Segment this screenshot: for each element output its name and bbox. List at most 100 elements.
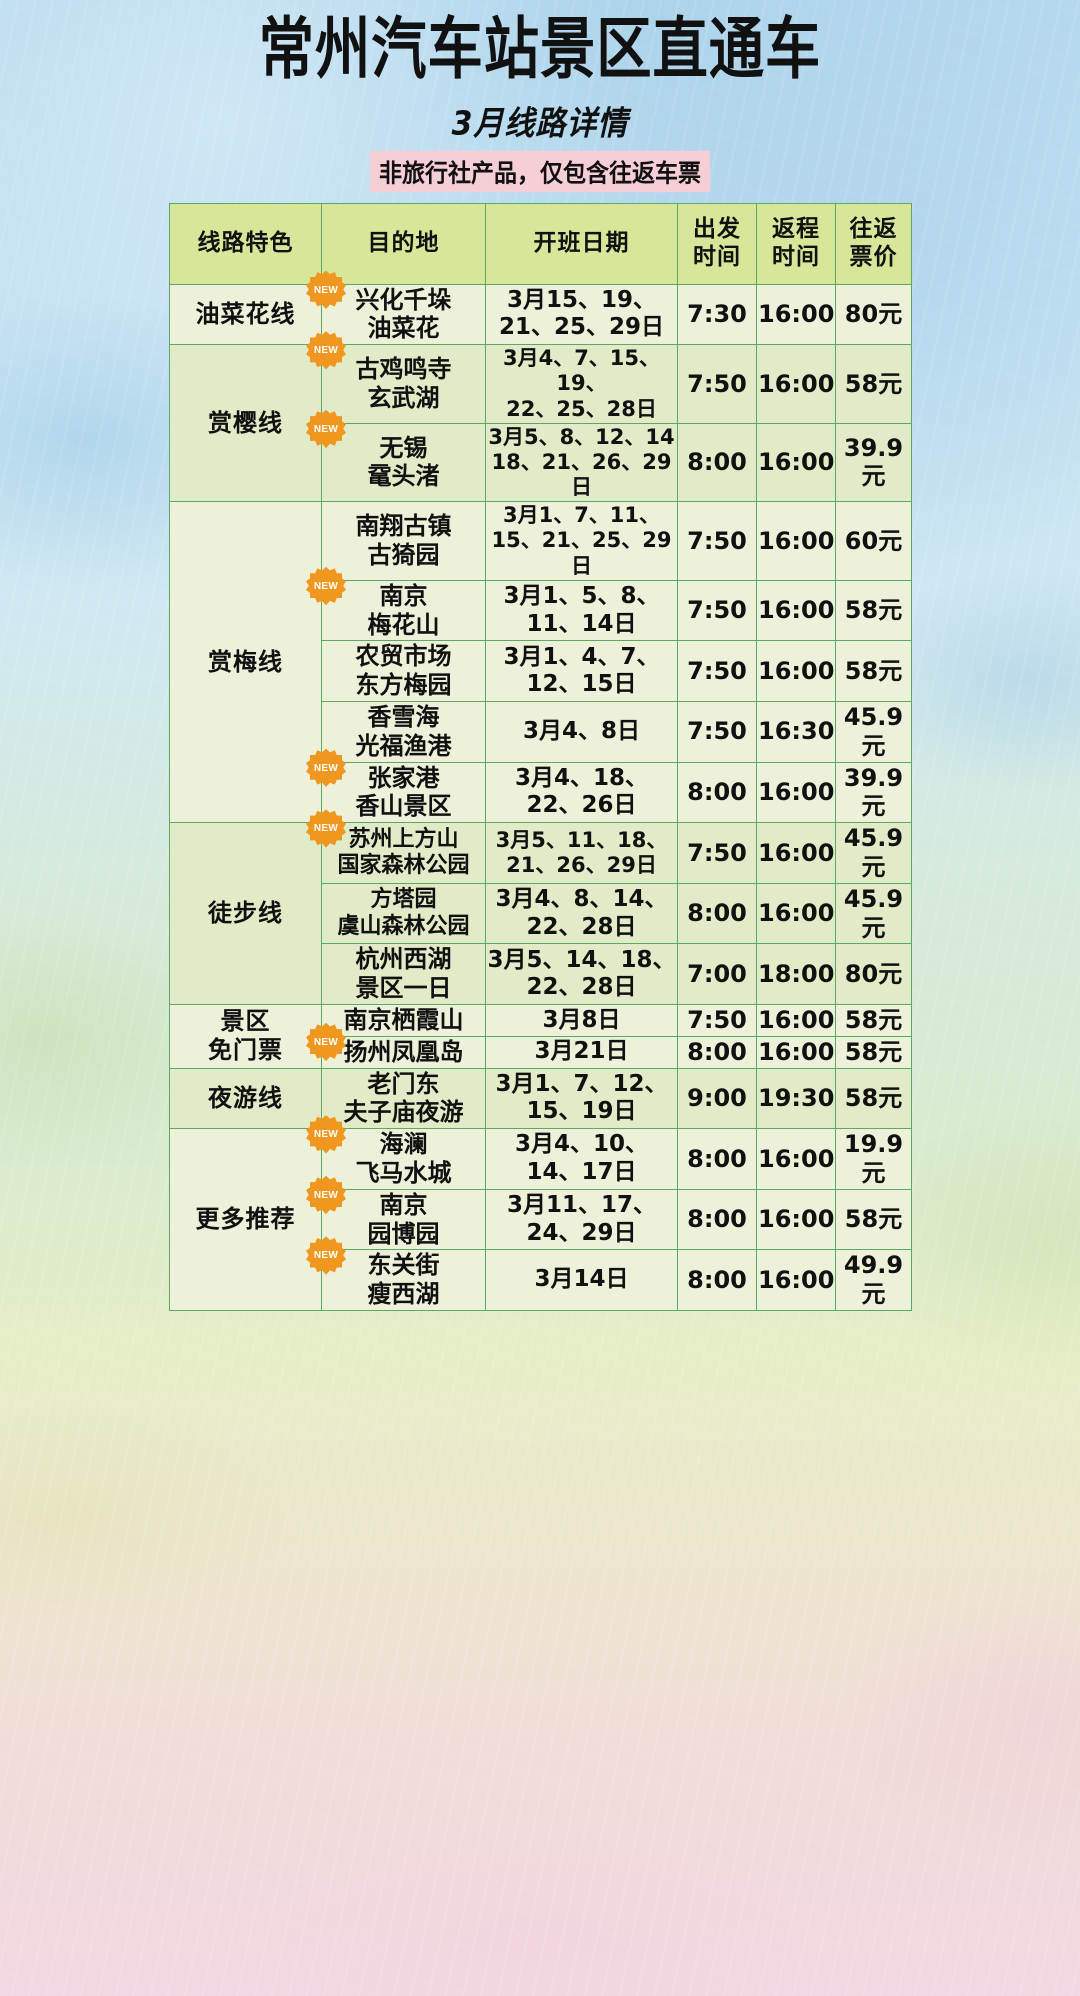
departure-dates-line2: 12、15日	[526, 671, 637, 698]
table-row[interactable]: NEW 东关街 瘦西湖 3月14日 8:00 16:00 49.9元	[170, 1236, 912, 1311]
destination-line1: 张家港	[367, 763, 440, 792]
departure-time-cell: 8:00	[677, 422, 757, 503]
departure-dates-line1: 3月4、7、15、19、	[502, 346, 661, 396]
return-time-cell-value: 16:30	[758, 717, 835, 746]
return-time-cell-value: 16:00	[758, 1144, 835, 1173]
departure-dates-cell: 3月11、17、 24、29日	[485, 1188, 678, 1251]
destination-line2: 景区一日	[355, 974, 452, 1003]
departure-dates-line1: 3月5、11、18、	[495, 827, 668, 852]
return-time-cell: 16:00	[756, 1249, 836, 1311]
departure-dates-line1: 3月1、4、7、	[503, 643, 660, 670]
table-row[interactable]: NEW 南京 园博园 3月11、17、 24、29日 8:00 16:00 58元	[170, 1175, 912, 1251]
destination-cell: NEW 无锡 鼋头渚	[306, 409, 486, 503]
round-trip-price-cell: 80元	[835, 943, 912, 1005]
departure-dates-cell: 3月15、19、 21、25、29日	[485, 283, 678, 346]
return-time-cell: 16:00	[756, 344, 836, 424]
table-body: 油菜花线 NEW 兴化千垛 油菜花 3月15、19、 21、25、29日 7:30 16:00…	[169, 270, 912, 1311]
round-trip-price-cell-value: 80元	[844, 299, 903, 328]
table-row[interactable]: 更多推荐 NEW 海澜 飞马水城 3月4、10、 14、17日 8:00 16:00 19.9元	[169, 1115, 912, 1311]
column-header-label: 开班日期	[533, 229, 630, 256]
return-time-cell-value: 16:00	[758, 1265, 835, 1294]
departure-dates-line1: 3月14日	[534, 1266, 629, 1293]
departure-time-cell: 7:50	[677, 701, 757, 763]
return-time-cell-value: 18:00	[758, 959, 835, 988]
return-time-cell-value: 16:00	[758, 899, 835, 928]
column-header-label-line2: 时间	[693, 243, 741, 270]
round-trip-price-cell: 45.9元	[835, 822, 912, 884]
round-trip-price-cell: 39.9元	[835, 422, 912, 503]
return-time-cell-value: 16:00	[758, 1037, 835, 1066]
destination-line1: 古鸡鸣寺	[355, 355, 452, 384]
departure-dates-cell: 3月1、5、8、 11、14日	[485, 579, 678, 642]
departure-time-cell-value: 8:00	[687, 1144, 747, 1173]
table-row[interactable]: 赏樱线 NEW 古鸡鸣寺 玄武湖 3月4、7、15、19、 22、25、28日 7:50 16…	[169, 331, 912, 503]
round-trip-price-cell: 45.9元	[835, 882, 912, 945]
column-header-label-line2: 票价	[849, 243, 898, 270]
destination-line1: 东关街	[367, 1251, 440, 1280]
departure-dates-cell: 3月4、8日	[485, 701, 678, 763]
table-row[interactable]: NEW 南京 梅花山 3月1、5、8、 11、14日 7:50 16:00 58元	[170, 566, 912, 642]
departure-dates-line1: 3月8日	[542, 1006, 621, 1033]
return-time-cell: 16:00	[756, 882, 836, 945]
departure-dates-cell: 3月1、7、11、 15、21、25、29日	[485, 501, 678, 581]
table-row[interactable]: NEW 无锡 鼋头渚 3月5、8、12、14 18、21、26、29日 8:00 16:00…	[170, 409, 912, 503]
destination-line2: 鼋头渚	[367, 462, 440, 491]
return-time-cell-value: 16:00	[758, 448, 835, 477]
column-header-label-line1: 往返	[849, 216, 898, 243]
departure-time-cell: 7:50	[677, 640, 757, 703]
departure-dates-cell: 3月4、18、 22、26日	[485, 761, 678, 824]
table-row[interactable]: 徒步线 NEW 苏州上方山 国家森林公园 3月5、11、18、 21、26、29日 7:50…	[169, 809, 912, 1005]
departure-time-cell-value: 7:00	[687, 959, 747, 988]
destination-cell: NEW 古鸡鸣寺 玄武湖	[306, 331, 486, 424]
destination-cell: NEW 扬州凤凰岛	[306, 1022, 486, 1069]
round-trip-price-cell: 58元	[835, 1067, 912, 1130]
disclaimer-text: 非旅行社产品，仅包含往返车票	[370, 150, 710, 192]
return-time-cell-value: 16:00	[758, 778, 835, 806]
destination-line1: 兴化千垛	[355, 285, 452, 314]
return-time-cell-value: 16:00	[758, 838, 835, 867]
destination-line2: 虞山森林公园	[337, 913, 470, 939]
table-row[interactable]: NEW 张家港 香山景区 3月4、18、 22、26日 8:00 16:00 39.9元	[170, 748, 912, 824]
table-row[interactable]: 油菜花线 NEW 兴化千垛 油菜花 3月15、19、 21、25、29日 7:30 16:00…	[169, 270, 912, 346]
departure-time-cell-value: 8:00	[687, 448, 747, 477]
destination-line1: 海澜	[379, 1130, 428, 1159]
round-trip-price-cell: 58元	[835, 1035, 912, 1069]
page-title: 常州汽车站景区直通车	[258, 10, 822, 89]
destination-line1: 南翔古镇	[355, 512, 452, 541]
destination-line2: 光福渔港	[355, 731, 452, 760]
departure-time-cell: 7:00	[677, 943, 757, 1005]
table-row[interactable]: 方塔园 虞山森林公园 3月4、8、14、 22、28日 8:00 16:00 45.9元	[170, 882, 912, 945]
round-trip-price-cell: 19.9元	[835, 1128, 912, 1190]
table-row[interactable]: NEW 扬州凤凰岛 3月21日 8:00 16:00 58元	[170, 1022, 912, 1069]
round-trip-price-cell-value: 58元	[844, 1205, 903, 1234]
departure-dates-line2: 11、14日	[526, 610, 637, 637]
table-row[interactable]: 夜游线 老门东 夫子庙夜游 3月1、7、12、 15、19日 9:00 19:30 58元	[169, 1067, 912, 1130]
route-feature-cell: 徒步线	[169, 822, 322, 1005]
destination-line1: 农贸市场	[355, 642, 452, 671]
route-feature-cell: 景区 免门票	[169, 1003, 322, 1069]
departure-dates-line2: 22、25、28日	[506, 396, 657, 421]
table-row[interactable]: 景区 免门票 南京栖霞山 3月8日 7:50 16:00 58元	[169, 1003, 912, 1069]
round-trip-price-cell-value: 39.9元	[843, 763, 904, 821]
departure-time-cell-value: 8:00	[687, 778, 747, 806]
return-time-cell: 16:30	[756, 701, 836, 763]
route-feature-label: 徒步线	[208, 899, 283, 928]
table-row[interactable]: 香雪海 光福渔港 3月4、8日 7:50 16:30 45.9元	[170, 701, 912, 763]
round-trip-price-cell-value: 58元	[844, 1083, 903, 1112]
destination-line1: 南京栖霞山	[343, 1005, 464, 1034]
departure-dates-line2: 22、28日	[526, 913, 637, 940]
return-time-cell: 19:30	[756, 1067, 836, 1130]
departure-time-cell-value: 7:50	[687, 656, 747, 685]
page-subtitle: 3月线路详情	[451, 104, 629, 143]
table-row[interactable]: 杭州西湖 景区一日 3月5、14、18、 22、28日 7:00 18:00 80元	[170, 943, 912, 1005]
departure-dates-cell: 3月8日	[485, 1003, 678, 1037]
departure-time-cell: 7:50	[677, 344, 757, 424]
departure-dates-line2: 21、26、29日	[506, 853, 657, 877]
route-feature-cell: 更多推荐	[169, 1128, 322, 1311]
table-row[interactable]: 赏梅线 南翔古镇 古猗园 3月1、7、11、 15、21、25、29日 7:50 16:00…	[169, 501, 912, 824]
route-feature-label: 赏梅线	[208, 647, 283, 676]
departure-time-cell: 8:00	[677, 761, 757, 824]
return-time-cell: 16:00	[756, 761, 836, 824]
table-row[interactable]: 农贸市场 东方梅园 3月1、4、7、 12、15日 7:50 16:00 58元	[170, 640, 912, 703]
destination-cell: NEW 张家港 香山景区	[306, 748, 486, 824]
